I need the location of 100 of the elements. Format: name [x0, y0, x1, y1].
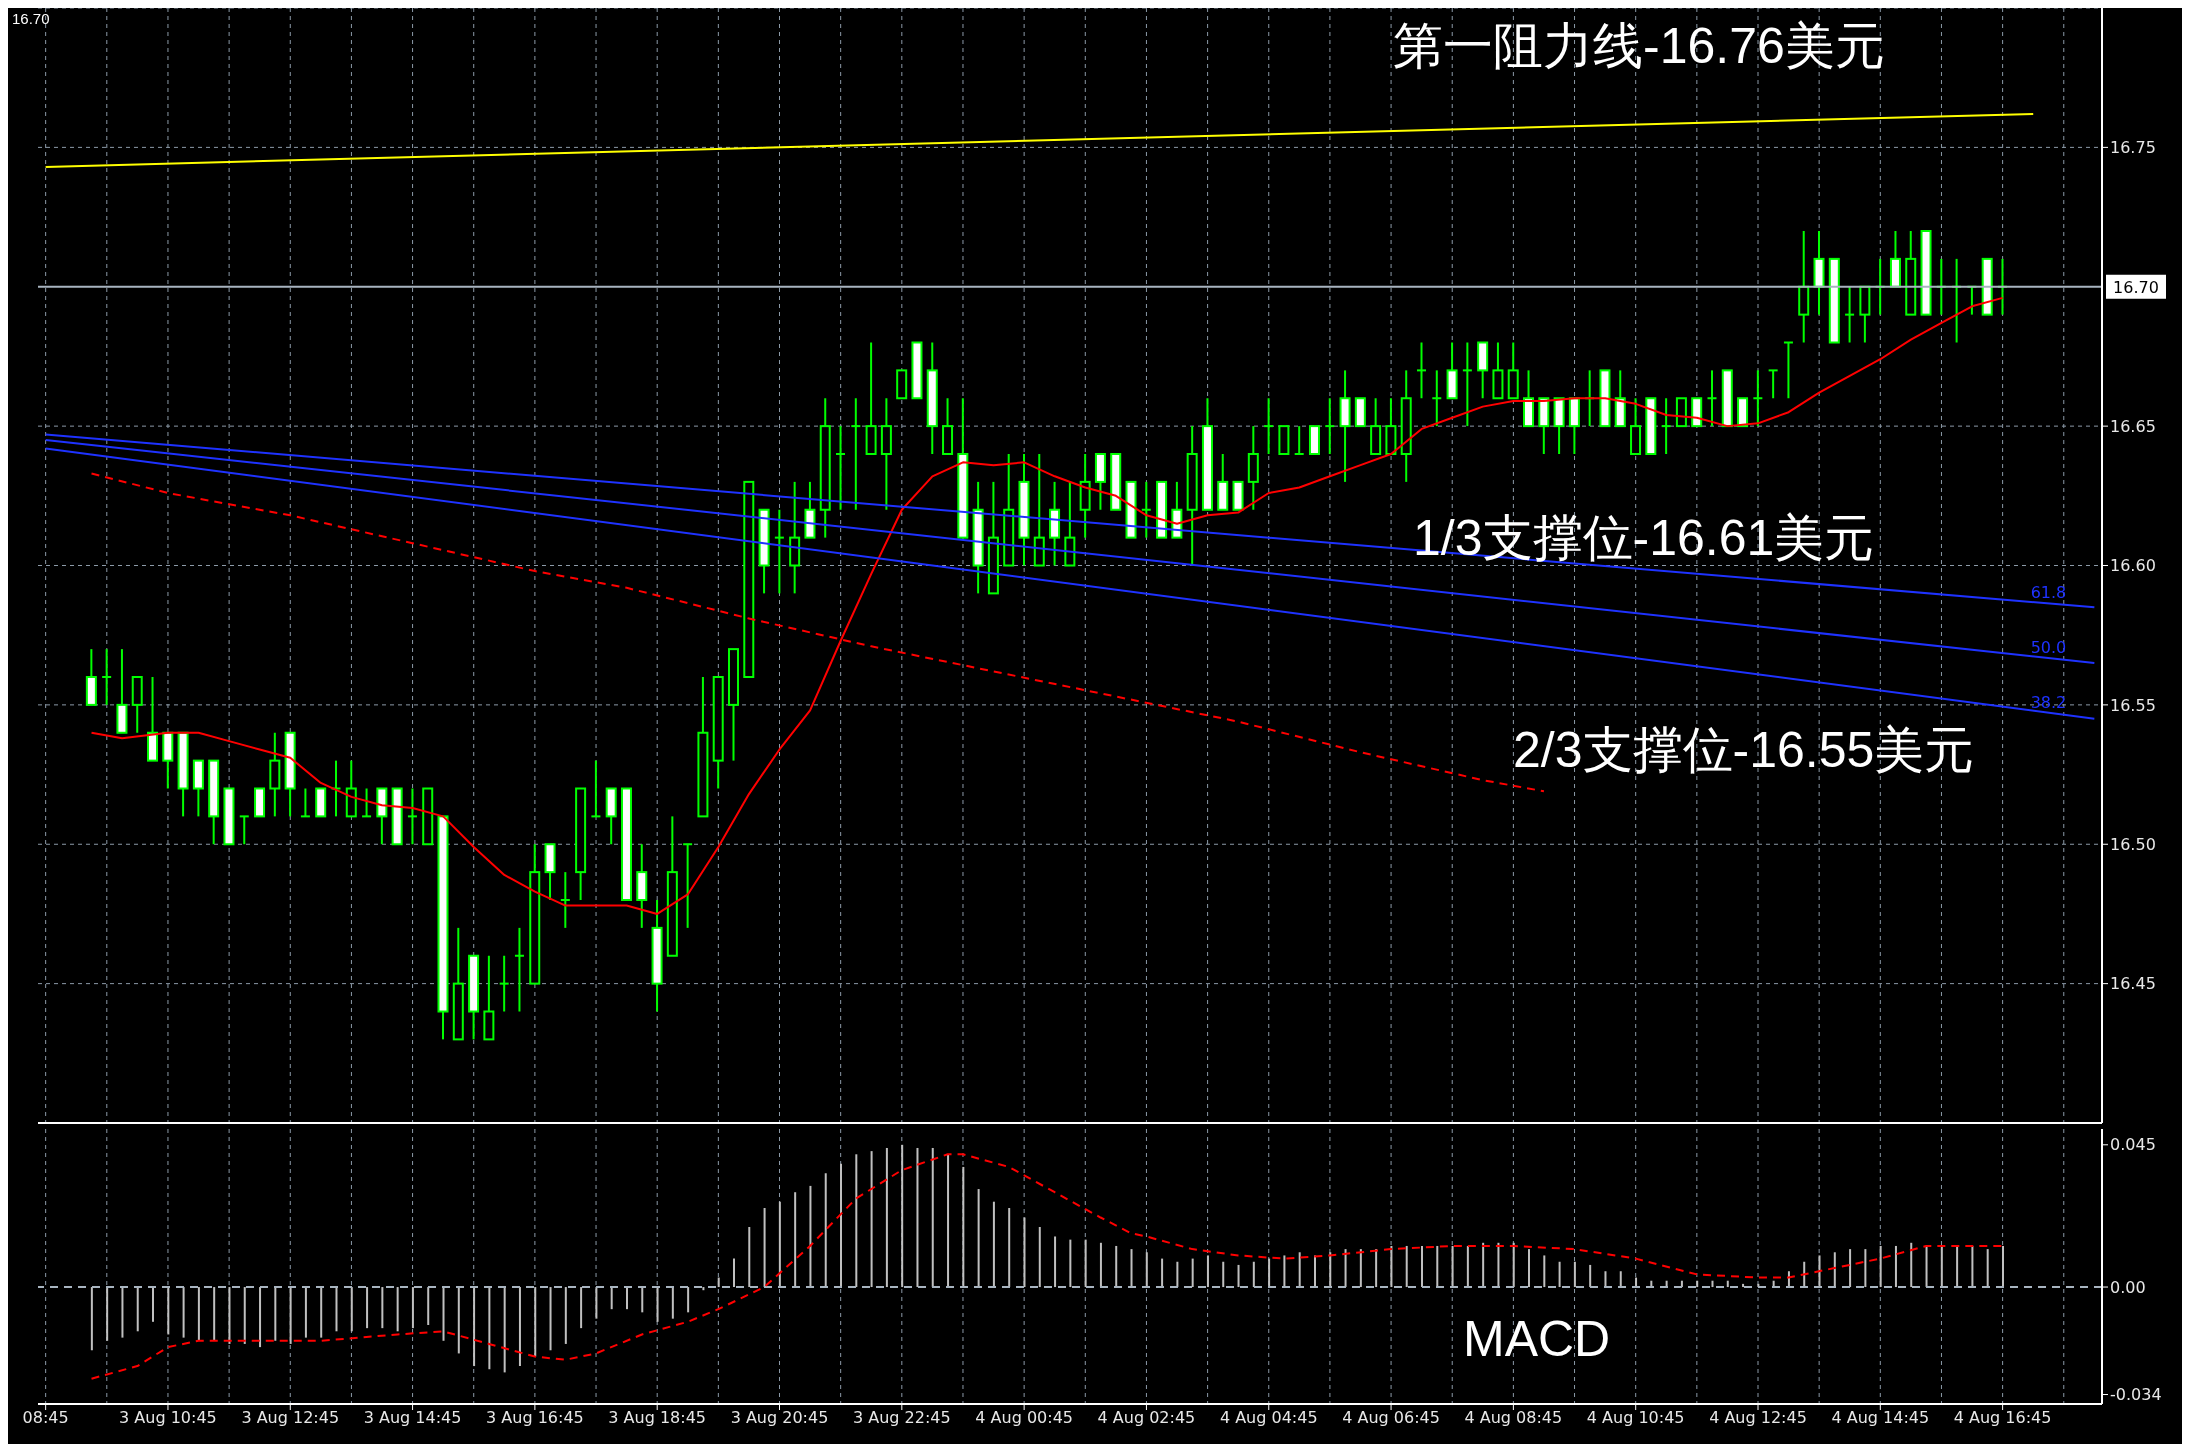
- bar: [1130, 1249, 1133, 1288]
- bar: [1206, 1255, 1209, 1288]
- bar: [2001, 1245, 2004, 1288]
- candlestick: [513, 926, 525, 1013]
- bar: [197, 1287, 200, 1341]
- ref-line-label: 16.70: [2113, 277, 2159, 297]
- bar: [243, 1287, 246, 1344]
- candlestick: [1461, 341, 1473, 428]
- candlestick: [1767, 369, 1779, 400]
- bar: [1543, 1255, 1546, 1288]
- bar: [350, 1287, 353, 1332]
- bar: [1696, 1280, 1699, 1288]
- candlestick: [361, 787, 373, 818]
- x-tick-label: 4 Aug 16:45: [1953, 1408, 2052, 1428]
- y-tick-label: 0.045: [2110, 1135, 2156, 1155]
- y-tick-label: -0.034: [2110, 1385, 2162, 1405]
- candlestick: [1416, 341, 1427, 400]
- bar: [1084, 1239, 1087, 1288]
- bar: [1466, 1245, 1469, 1288]
- candlestick: [1431, 369, 1443, 428]
- bar: [1894, 1245, 1897, 1288]
- bar: [457, 1287, 460, 1354]
- bar: [595, 1287, 598, 1319]
- x-tick-label: 3 Aug 12:45: [241, 1408, 340, 1428]
- bar: [1375, 1249, 1378, 1288]
- candlestick: [238, 815, 250, 846]
- bar: [1390, 1245, 1393, 1288]
- candlestick: [1660, 397, 1672, 455]
- bar: [1436, 1245, 1439, 1288]
- line-series: [90, 296, 2004, 915]
- bar: [1191, 1258, 1194, 1288]
- bar: [702, 1287, 705, 1291]
- bar: [947, 1154, 950, 1288]
- bar: [1849, 1249, 1852, 1288]
- bar: [610, 1287, 613, 1310]
- bar: [748, 1226, 751, 1288]
- x-tick-label: 3 Aug 20:45: [730, 1408, 829, 1428]
- bar: [182, 1287, 185, 1338]
- x-tick-label: 4 Aug 06:45: [1342, 1408, 1440, 1428]
- bar: [335, 1287, 338, 1332]
- bar: [1711, 1280, 1714, 1288]
- bar: [121, 1287, 124, 1338]
- bar: [1023, 1217, 1026, 1288]
- bar: [1619, 1271, 1622, 1288]
- bar: [794, 1192, 797, 1288]
- bar: [1940, 1245, 1943, 1288]
- candlestick: [1844, 285, 1856, 344]
- series-label: 50.0: [2030, 638, 2067, 658]
- bar: [1283, 1255, 1286, 1288]
- candlestick: [1752, 369, 1764, 428]
- bar: [778, 1201, 781, 1288]
- annotation: 第一阻力线-16.76美元: [1393, 17, 1885, 76]
- bar: [1115, 1245, 1118, 1288]
- y-tick-label: 16.50: [2110, 834, 2156, 854]
- bar: [1359, 1249, 1362, 1288]
- bar: [381, 1287, 384, 1329]
- bar: [1482, 1242, 1485, 1288]
- candlestick: [835, 425, 847, 511]
- bar: [427, 1287, 430, 1325]
- bar: [1451, 1245, 1454, 1288]
- bar: [717, 1277, 720, 1288]
- bar: [1054, 1236, 1057, 1288]
- bar: [1099, 1242, 1102, 1288]
- y-tick-label: 16.65: [2110, 416, 2156, 436]
- bar: [931, 1147, 934, 1288]
- bar: [320, 1287, 323, 1338]
- bar: [1604, 1271, 1607, 1288]
- x-tick-label: 4 Aug 12:45: [1709, 1408, 1807, 1428]
- candlestick: [773, 508, 785, 595]
- y-tick-label: 16.45: [2110, 974, 2156, 994]
- bar: [1833, 1252, 1836, 1288]
- bar: [824, 1173, 827, 1288]
- bar: [1222, 1261, 1225, 1288]
- bar: [503, 1287, 506, 1373]
- bar: [1742, 1283, 1745, 1288]
- bar: [1344, 1249, 1347, 1288]
- bar: [1818, 1255, 1821, 1288]
- x-tick-label: 4 Aug 00:45: [975, 1408, 1073, 1428]
- line-series: [90, 1153, 2004, 1380]
- annotation: MACD: [1463, 1310, 1611, 1369]
- bar: [916, 1147, 919, 1288]
- candlestick: [101, 648, 113, 706]
- bar: [564, 1287, 567, 1344]
- bar: [442, 1287, 445, 1341]
- bar: [90, 1287, 93, 1351]
- bar: [1405, 1245, 1408, 1288]
- bar: [488, 1287, 491, 1370]
- candlestick: [1706, 369, 1718, 428]
- bar: [1497, 1242, 1500, 1288]
- bar: [763, 1208, 766, 1288]
- candlestick: [299, 787, 311, 818]
- candlestick: [1782, 341, 1794, 400]
- bar: [1512, 1242, 1515, 1288]
- bar: [1008, 1208, 1011, 1288]
- bar: [962, 1166, 965, 1288]
- bar: [1313, 1255, 1316, 1288]
- bar: [1237, 1264, 1240, 1288]
- annotation: 16.70: [12, 10, 50, 28]
- bar: [1986, 1249, 1989, 1288]
- bar: [534, 1287, 537, 1357]
